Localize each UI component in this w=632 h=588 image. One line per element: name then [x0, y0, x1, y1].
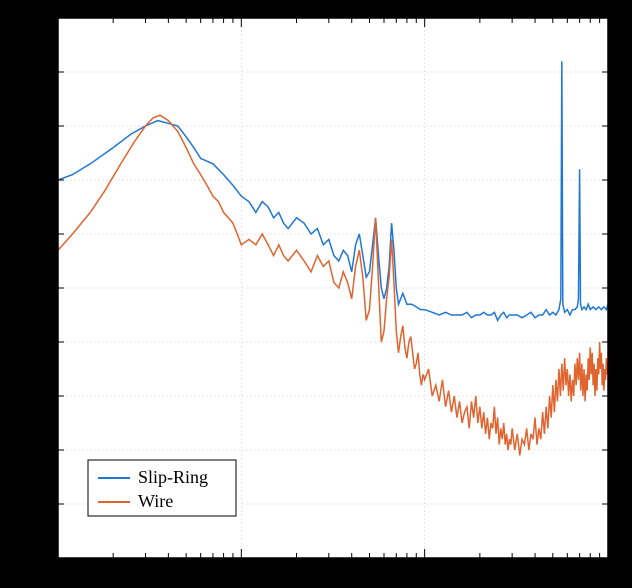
line-chart: Slip-Ring Wire — [0, 0, 632, 588]
chart-container: Slip-Ring Wire — [0, 0, 632, 588]
legend-label-0: Slip-Ring — [138, 467, 208, 487]
legend-label-1: Wire — [138, 491, 173, 511]
